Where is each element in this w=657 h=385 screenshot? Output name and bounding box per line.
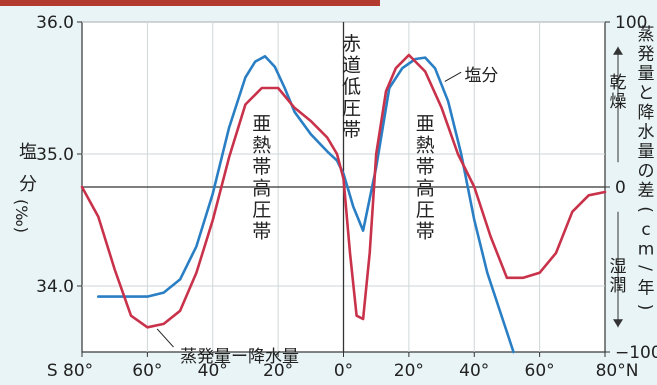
y-right-down-label-char: 潤: [610, 276, 627, 296]
y-right-tick-label: 0: [615, 178, 626, 198]
y-left-label-char: 分: [19, 174, 37, 195]
x-tick-label: 20°: [263, 361, 293, 381]
zone-label-char: 亜: [416, 113, 435, 135]
series-label-evap-precip: 蒸発量ー降水量: [180, 347, 299, 367]
y-right-axis-title-char: c: [641, 220, 650, 240]
y-right-axis-title-char: 発: [638, 45, 655, 65]
axis-arrow-down-head: [613, 319, 623, 328]
series-label-salinity: 塩分: [464, 66, 498, 86]
y-right-axis-title-char: の: [638, 162, 655, 182]
zone-label-char: 圧: [342, 98, 361, 120]
y-right-axis-title-char: /: [635, 265, 655, 271]
y-right-axis-title-char: 年: [638, 279, 655, 299]
x-tick-label: 0°: [334, 361, 353, 381]
zone-label-char: 帯: [342, 119, 361, 141]
zone-label-char: 圧: [416, 199, 435, 221]
y-right-axis-title-char: (: [635, 206, 655, 213]
y-right-axis-title-char: ): [635, 304, 655, 311]
x-tick-label: 60°: [525, 361, 555, 381]
zone-label-char: 高: [416, 178, 435, 200]
y-left-tick-label: 35.0: [36, 145, 74, 165]
y-right-tick-label: 100: [615, 13, 647, 33]
zone-label-char: 赤: [342, 33, 361, 55]
y-right-up-label: 乾燥: [610, 73, 627, 112]
evap-leader: [156, 328, 174, 348]
y-right-down-label: 湿潤: [610, 257, 627, 296]
y-right-axis-title-char: m: [638, 240, 655, 260]
x-tick-label: 20°: [394, 361, 424, 381]
x-tick-label: 40°: [459, 361, 489, 381]
series-line-evap-precip: [80, 53, 607, 329]
zone-label-char: 低: [342, 76, 361, 98]
y-right-down-label-char: 湿: [610, 257, 627, 277]
x-tick-label: 40°: [198, 361, 228, 381]
zone-label-char: 圧: [252, 199, 271, 221]
zone-label-char: 道: [342, 55, 361, 77]
zone-label-char: 帯: [252, 156, 271, 178]
zone-label-char: 高: [252, 178, 271, 200]
y-right-axis-title-char: 量: [638, 142, 655, 162]
zone-label-char: 帯: [416, 221, 435, 243]
y-right-axis-title-char: と: [638, 84, 655, 104]
salinity-leader: [444, 71, 462, 82]
zone-label-char: 熱: [416, 135, 435, 157]
y-right-axis-title-char: 蒸: [638, 25, 655, 45]
x-tick-label: 80°N: [596, 361, 639, 381]
y-left-label-char: (‰): [12, 199, 31, 233]
x-tick-label: S 80°: [47, 361, 93, 381]
axis-arrow-up-head: [613, 46, 623, 55]
y-right-up-label-char: 燥: [610, 92, 627, 112]
y-right-axis-title-char: 差: [638, 181, 655, 201]
y-right-axis-title-char: 量: [638, 64, 655, 84]
x-tick-label: 60°: [132, 361, 162, 381]
y-right-up-label-char: 乾: [610, 73, 627, 93]
header-accent-bar: [0, 0, 380, 6]
series-line-salinity: [97, 55, 515, 354]
zone-label-char: 熱: [252, 135, 271, 157]
zone-label-char: 帯: [416, 156, 435, 178]
zone-label-char: 亜: [252, 113, 271, 135]
y-left-tick-label: 36.0: [36, 13, 74, 33]
y-left-label-char: 塩: [19, 142, 37, 163]
y-right-axis-title-char: 水: [638, 123, 655, 143]
zone-label-char: 帯: [252, 221, 271, 243]
y-right-tick-label: −100: [615, 343, 657, 363]
y-left-tick-label: 34.0: [36, 277, 74, 297]
y-right-axis-title-char: 降: [638, 103, 655, 123]
